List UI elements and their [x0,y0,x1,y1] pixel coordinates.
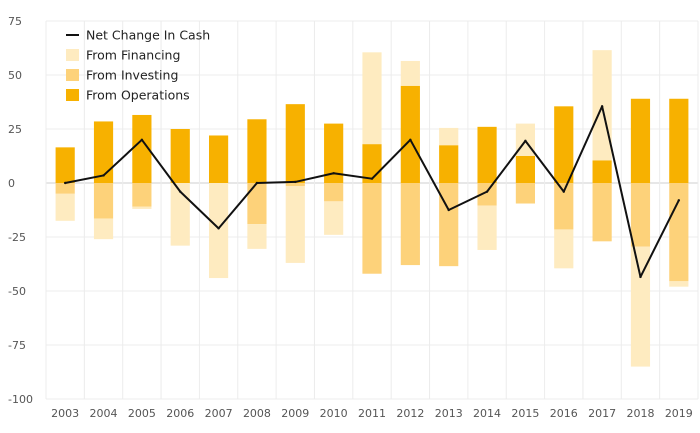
y-tick-label: -50 [8,285,26,298]
legend: Net Change In Cash From Financing From Inv… [66,28,210,103]
bar-from-operations-2004 [93,121,114,183]
x-tick-label: 2004 [90,407,118,420]
point-net-change-2010 [332,172,335,175]
legend-label-from-operations: From Operations [86,88,190,103]
bar-from-operations-2007 [209,135,229,183]
bar-from-financing-2014 [477,205,497,250]
bar-from-operations-2013 [439,145,459,183]
legend-swatch-from-operations [66,89,79,101]
point-net-change-2005 [140,138,144,141]
point-net-change-2015 [524,139,527,143]
point-net-change-2012 [409,138,412,141]
y-tick-label: 75 [8,15,22,28]
bar-from-operations-2008 [247,119,267,183]
x-tick-label: 2015 [511,407,539,420]
bar-from-financing-2003 [55,193,75,221]
y-tick-label: -75 [8,339,26,352]
bar-from-financing-2018 [630,246,651,367]
x-tick-label: 2014 [473,407,501,420]
bar-from-investing-2010 [324,183,344,202]
bar-from-operations-2016 [554,106,574,183]
x-tick-label: 2006 [166,407,194,420]
point-net-change-2017 [600,105,604,108]
point-net-change-2004 [102,174,105,177]
bar-from-investing-2018 [630,183,651,247]
bar-from-investing-2016 [554,183,574,230]
bar-from-investing-2015 [515,183,535,204]
bar-from-operations-2017 [592,160,612,183]
x-tick-label: 2009 [281,407,309,420]
bar-from-operations-2012 [400,85,420,183]
x-tick-label: 2016 [550,407,578,420]
x-tick-label: 2005 [128,407,156,420]
point-net-change-2006 [179,190,182,193]
bar-from-investing-2012 [400,183,420,266]
bar-from-investing-2003 [55,183,75,194]
bar-from-operations-2010 [324,123,344,183]
bar-from-financing-2004 [93,218,114,240]
x-tick-label: 2011 [358,407,386,420]
x-tick-label: 2008 [243,407,271,420]
bar-from-financing-2006 [170,183,190,246]
point-net-change-2011 [370,177,374,180]
bar-from-financing-2016 [554,229,574,269]
point-net-change-2019 [677,199,681,202]
point-net-change-2003 [63,181,67,185]
point-net-change-2016 [562,190,565,193]
legend-label-from-investing: From Investing [86,68,178,83]
bar-from-financing-2008 [247,224,267,249]
bar-from-operations-2009 [285,104,305,183]
x-tick-label: 2010 [320,407,348,420]
bar-from-investing-2008 [247,183,267,225]
x-tick-label: 2013 [435,407,463,420]
bar-from-investing-2009 [285,183,305,187]
bar-from-operations-2003 [55,147,75,183]
point-net-change-2008 [255,181,259,185]
legend-label-net-change-in-cash: Net Change In Cash [86,28,210,43]
bar-from-financing-2019 [669,281,689,287]
x-tick-label: 2012 [396,407,424,420]
bar-from-operations-2018 [630,98,651,183]
bar-from-financing-2009 [285,186,305,263]
bar-from-investing-2011 [362,183,382,274]
x-tick-label: 2018 [626,407,654,420]
net-change-line-group [63,105,681,279]
y-tick-label: 25 [8,123,22,136]
point-net-change-2018 [639,275,642,279]
bar-from-investing-2017 [592,183,612,242]
bar-from-operations-2015 [515,156,535,183]
bar-from-financing-2005 [132,206,152,209]
x-tick-label: 2017 [588,407,616,420]
x-tick-label: 2007 [205,407,233,420]
bar-from-investing-2014 [477,183,497,206]
point-net-change-2013 [447,208,450,212]
y-tick-label: 50 [8,69,22,82]
bar-from-financing-2010 [324,201,344,235]
y-tick-label: -25 [8,231,26,244]
point-net-change-2007 [217,227,220,230]
bar-from-investing-2004 [93,183,114,219]
y-tick-label: -100 [8,393,33,406]
bar-from-operations-2006 [170,129,190,183]
x-tick-label: 2019 [665,407,693,420]
bar-from-operations-2019 [669,98,689,183]
legend-label-from-financing: From Financing [86,48,180,63]
x-tick-label: 2003 [51,407,79,420]
legend-swatch-from-financing [66,49,79,61]
bar-from-investing-2005 [132,183,152,207]
axes: -100 -75 -50 -25 0 25 50 75 2003 2004 2005 2006 2007… [8,15,693,420]
bar-from-investing-2019 [669,183,689,282]
bar-from-financing-2011 [362,52,382,145]
legend-swatch-from-investing [66,69,79,81]
point-net-change-2009 [294,180,297,184]
point-net-change-2014 [485,190,489,193]
bar-from-financing-2007 [209,183,229,279]
bar-from-financing-2012 [400,60,420,86]
bar-from-operations-2005 [132,114,152,183]
bar-from-investing-2013 [439,183,459,267]
bar-from-operations-2014 [477,126,497,183]
y-tick-label: 0 [8,177,15,190]
bar-from-financing-2013 [439,127,459,146]
